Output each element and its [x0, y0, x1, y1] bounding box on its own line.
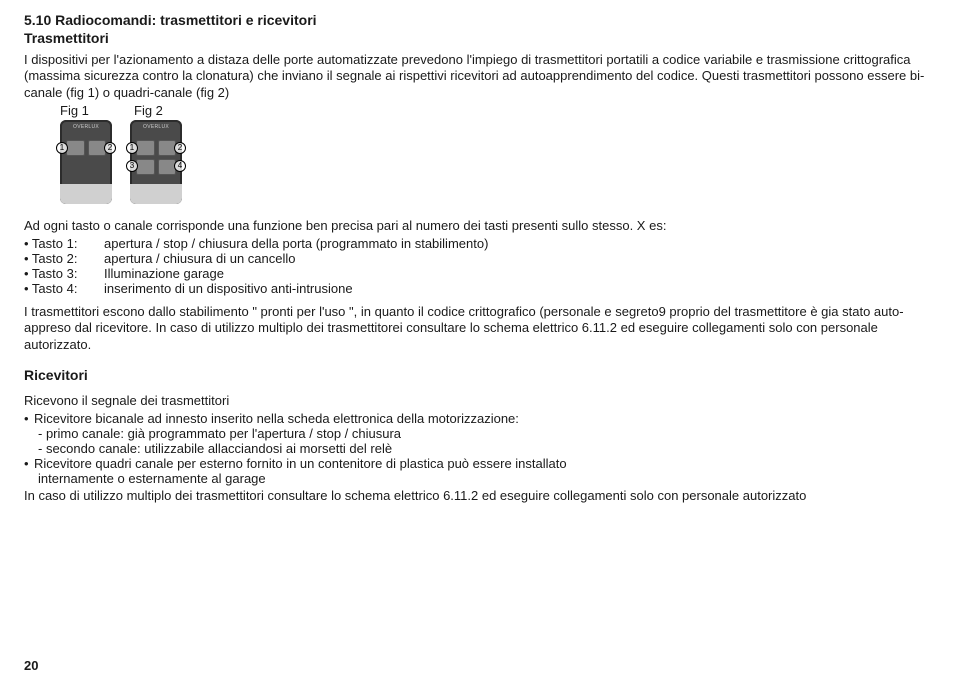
remote-fig1: OVERLUX 1 2 — [60, 120, 112, 204]
section-title: 5.10 Radiocomandi: trasmettitori e ricev… — [24, 12, 936, 28]
fig1-label: Fig 1 — [60, 103, 112, 118]
remote-brand: OVERLUX — [143, 124, 169, 130]
tasto-row: • Tasto 1: apertura / stop / chiusura de… — [24, 236, 936, 251]
remote2-btn — [136, 140, 155, 156]
bullet-continuation: internamente o esternamente al garage — [24, 471, 936, 486]
ricevitori-list: • Ricevitore bicanale ad innesto inserit… — [24, 411, 936, 486]
ricevitori-final: In caso di utilizzo multiplo dei trasmet… — [24, 488, 936, 504]
bullet-row: • Ricevitore quadri canale per esterno f… — [24, 456, 936, 471]
sub-bullet: - primo canale: già programmato per l'ap… — [24, 426, 936, 441]
ricevitori-intro: Ricevono il segnale dei trasmettitori — [24, 393, 936, 409]
remote-brand: OVERLUX — [73, 124, 99, 130]
bullet-row: • Ricevitore bicanale ad innesto inserit… — [24, 411, 936, 426]
tasto-list: • Tasto 1: apertura / stop / chiusura de… — [24, 236, 936, 296]
btn-number-2: 2 — [104, 142, 116, 154]
fig2-label: Fig 2 — [134, 103, 186, 118]
remote1-btn — [66, 140, 85, 156]
tasto-intro: Ad ogni tasto o canale corrisponde una f… — [24, 218, 936, 234]
remote-fig2: OVERLUX 1 2 3 4 — [130, 120, 182, 204]
page-number: 20 — [24, 658, 38, 673]
tasto-row: • Tasto 2: apertura / chiusura di un can… — [24, 251, 936, 266]
tasto-val: Illuminazione garage — [104, 266, 936, 281]
tasto-row: • Tasto 3: Illuminazione garage — [24, 266, 936, 281]
trasmettitori-para: I trasmettitori escono dallo stabiliment… — [24, 304, 936, 353]
tasto-key: • Tasto 4: — [24, 281, 104, 296]
bullet-text: Ricevitore quadri canale per esterno for… — [34, 456, 567, 471]
tasto-key: • Tasto 2: — [24, 251, 104, 266]
tasto-val: apertura / chiusura di un cancello — [104, 251, 936, 266]
tasto-key: • Tasto 1: — [24, 236, 104, 251]
tasto-row: • Tasto 4: inserimento di un dispositivo… — [24, 281, 936, 296]
remote-bottom — [130, 184, 182, 204]
figures-row: OVERLUX 1 2 OVERLUX 1 2 3 4 — [60, 120, 936, 204]
remote-bottom — [60, 184, 112, 204]
btn-number-2: 2 — [174, 142, 186, 154]
bullet-marker: • — [24, 456, 34, 471]
btn-number-3: 3 — [126, 160, 138, 172]
btn-number-1: 1 — [126, 142, 138, 154]
tasto-val: inserimento di un dispositivo anti-intru… — [104, 281, 936, 296]
sub-bullet: - secondo canale: utilizzabile allaccian… — [24, 441, 936, 456]
remote2-btn — [136, 159, 155, 175]
tasto-val: apertura / stop / chiusura della porta (… — [104, 236, 936, 251]
btn-number-4: 4 — [174, 160, 186, 172]
tasto-key: • Tasto 3: — [24, 266, 104, 281]
bullet-text: Ricevitore bicanale ad innesto inserito … — [34, 411, 519, 426]
bullet-marker: • — [24, 411, 34, 426]
ricevitori-heading: Ricevitori — [24, 367, 936, 383]
trasmettitori-heading: Trasmettitori — [24, 30, 936, 46]
btn-number-1: 1 — [56, 142, 68, 154]
intro-paragraph: I dispositivi per l'azionamento a distaz… — [24, 52, 936, 101]
